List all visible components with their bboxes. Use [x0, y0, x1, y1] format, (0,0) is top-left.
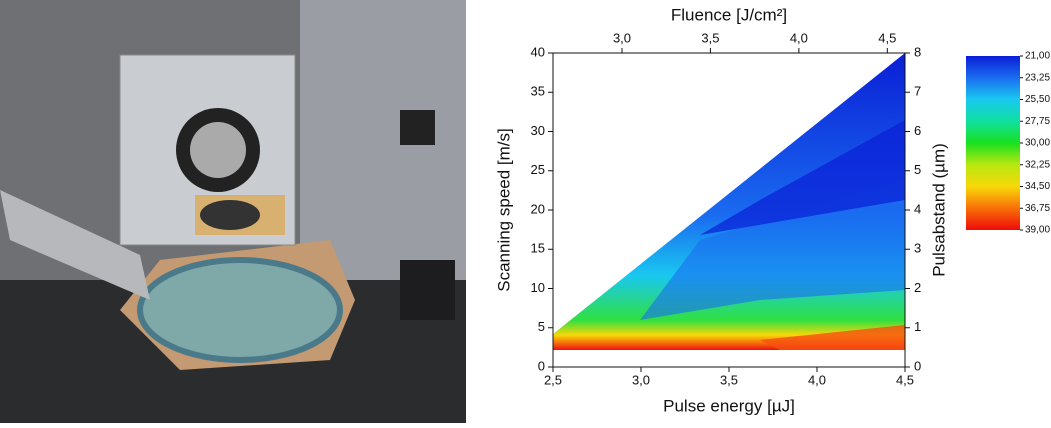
- x-tick-label: 4,5: [896, 372, 914, 387]
- y-tick-label: 20: [531, 201, 545, 216]
- y2-tick-label: 8: [914, 44, 921, 59]
- colorbar-tick-label: 39,00: [1025, 225, 1050, 236]
- y2-tick-label: 1: [914, 319, 921, 334]
- x2-tick-label: 3,0: [613, 30, 631, 45]
- y-axis-title: Scanning speed [m/s]: [494, 128, 513, 291]
- y-tick-label: 5: [538, 319, 545, 334]
- colorbar-tick-label: 27,75: [1025, 116, 1050, 127]
- y-tick-label: 25: [531, 162, 545, 177]
- colorbar-tick-label: 25,50: [1025, 94, 1050, 105]
- x2-tick-label: 4,0: [790, 30, 808, 45]
- x2-tick-label: 3,5: [701, 30, 719, 45]
- y-tick-label: 30: [531, 123, 545, 138]
- y2-tick-label: 6: [914, 123, 921, 138]
- y-tick-label: 0: [538, 358, 545, 373]
- y-tick-label: 10: [531, 280, 545, 295]
- x2-axis-title: Fluence [J/cm²]: [671, 5, 787, 24]
- colorbar-tick-label: 32,25: [1025, 159, 1050, 170]
- x-tick-label: 2,5: [544, 372, 562, 387]
- colorbar-tick-label: 30,00: [1025, 138, 1050, 149]
- y2-tick-label: 3: [914, 241, 921, 256]
- photo: [0, 0, 466, 423]
- colorbar-tick-label: 34,50: [1025, 181, 1050, 192]
- y2-tick-label: 2: [914, 280, 921, 295]
- y2-axis-title: Pulsabstand (µm): [929, 143, 948, 277]
- y2-tick-label: 7: [914, 84, 921, 99]
- x2-tick-label: 4,5: [878, 30, 896, 45]
- x-tick-label: 3,5: [720, 372, 738, 387]
- x-tick-label: 3,0: [632, 372, 650, 387]
- y2-tick-label: 0: [914, 358, 921, 373]
- y-tick-label: 35: [531, 84, 545, 99]
- colorbar-tick-label: 23,25: [1025, 72, 1050, 83]
- y2-tick-label: 5: [914, 162, 921, 177]
- colorbar: [966, 56, 1020, 230]
- y-tick-label: 40: [531, 44, 545, 59]
- colorbar-tick-label: 36,75: [1025, 203, 1050, 214]
- colorbar-tick-label: 21,00: [1025, 51, 1050, 62]
- contour-field: [553, 53, 905, 350]
- x-tick-label: 4,0: [808, 372, 826, 387]
- x-axis-title: Pulse energy [µJ]: [663, 396, 795, 415]
- y-tick-label: 15: [531, 241, 545, 256]
- y2-tick-label: 4: [914, 201, 921, 216]
